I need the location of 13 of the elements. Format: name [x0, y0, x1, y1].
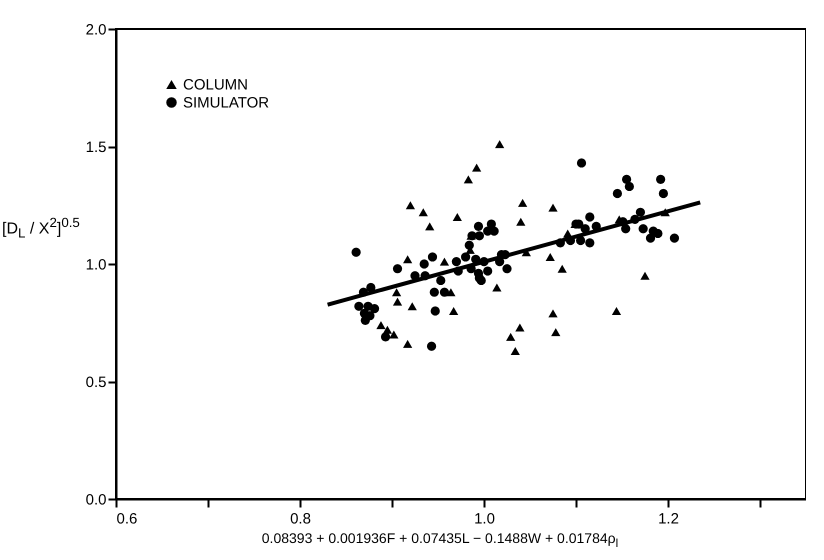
legend-label: COLUMN	[183, 76, 248, 94]
y-tick-label: 1.0	[86, 256, 106, 274]
y-tick-label: 0.5	[86, 374, 106, 391]
x-tick-label: 0.6	[116, 510, 138, 528]
y-tick-label: 2.0	[86, 22, 106, 38]
y-tick-label: 0.0	[86, 492, 106, 508]
x-tick-label: 1.0	[474, 510, 495, 528]
x-axis-title: 0.08393 + 0.001936F + 0.07435L − 0.1488W + 0.01784ρ$_{l}$	[260, 530, 620, 550]
y-tick-label: 1.5	[86, 139, 106, 156]
x-tick-label: 0.8	[290, 510, 311, 528]
x-tick-label: 1.2	[658, 510, 679, 528]
y-axis-title: [D$_{L}$ / X$^{2}$]$^{0.5}$	[2, 215, 80, 241]
legend-label: SIMULATOR	[183, 94, 270, 112]
